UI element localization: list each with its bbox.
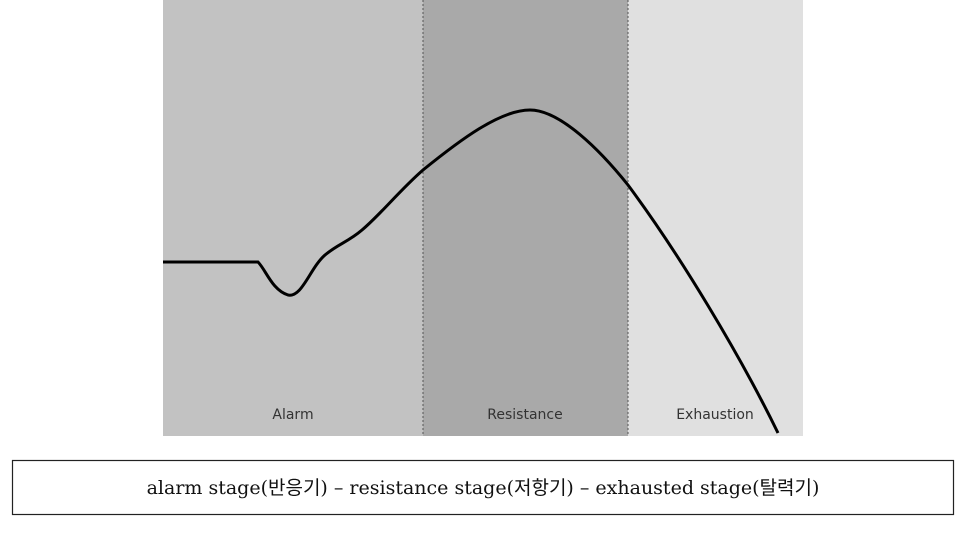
exhaustion-region [628, 0, 803, 436]
stage-label: Alarm [272, 407, 313, 423]
resistance-region [423, 0, 628, 436]
stage-label: Resistance [487, 407, 562, 423]
alarm-region [163, 0, 423, 436]
stage-label: Exhaustion [676, 407, 754, 423]
stress-curve [163, 108, 780, 434]
caption-box [11, 459, 955, 516]
caption: alarm stage(반응기) – resistance stage(저항기)… [147, 477, 820, 499]
